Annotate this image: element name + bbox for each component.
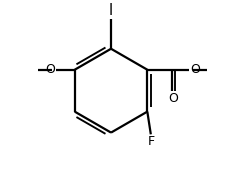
Text: I: I [109, 3, 113, 18]
Text: O: O [190, 63, 200, 76]
Text: F: F [147, 135, 154, 148]
Text: O: O [168, 92, 178, 105]
Text: O: O [45, 63, 55, 76]
